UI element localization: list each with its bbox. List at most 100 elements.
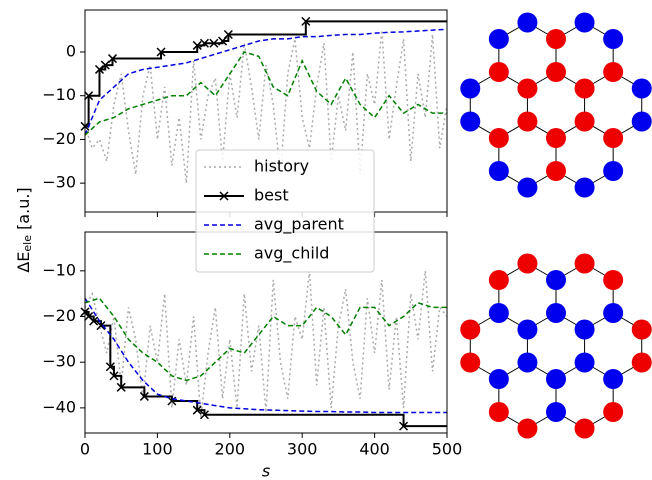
- lattice-site: [603, 62, 624, 82]
- legend-box: [195, 149, 375, 273]
- y-label-sub: ele: [21, 235, 34, 252]
- lattice-site: [631, 319, 652, 340]
- lattice-site: [631, 78, 652, 99]
- y-axis-label: ΔEele [a.u.]: [14, 187, 35, 272]
- point-marker: [192, 405, 202, 415]
- lattice-site: [546, 402, 566, 422]
- y-label-unit: [a.u.]: [14, 187, 33, 235]
- lattice-site: [631, 111, 652, 132]
- lattice-site: [517, 418, 538, 439]
- point-marker: [156, 47, 166, 57]
- lattice-site: [603, 303, 624, 323]
- x-tick-label: 0: [80, 440, 90, 459]
- lattice-site: [574, 319, 595, 340]
- x-tick-label: 400: [359, 440, 390, 459]
- point-marker: [139, 391, 149, 401]
- lattice-site: [574, 352, 595, 373]
- lattice-site: [574, 12, 595, 33]
- x-tick-label: 100: [142, 440, 173, 459]
- point-marker: [107, 54, 118, 64]
- lattice-site: [546, 270, 566, 290]
- y-tick-label: −20: [42, 129, 76, 148]
- lattice-site: [488, 402, 509, 422]
- y-tick-label: −30: [42, 173, 76, 192]
- lattice-site: [603, 161, 624, 181]
- legend-marker: [219, 191, 229, 201]
- lattice-site: [460, 352, 481, 373]
- x-tick-label: 500: [432, 440, 463, 459]
- series-line: [85, 297, 447, 414]
- lattice-site: [488, 29, 509, 49]
- series-line: [85, 28, 447, 136]
- lattice-site: [546, 161, 566, 181]
- lattice-site: [517, 12, 538, 33]
- lattice-site: [574, 78, 595, 99]
- lattice-site: [517, 319, 538, 340]
- point-marker: [301, 16, 311, 26]
- x-tick-label: 200: [215, 440, 246, 459]
- y-tick-label: −40: [42, 397, 76, 416]
- lattice-site: [488, 161, 509, 181]
- lattice-site: [546, 128, 566, 148]
- lattice-site: [603, 369, 624, 389]
- legend-label: avg_parent: [254, 215, 344, 235]
- point-marker: [100, 60, 110, 70]
- lattice-site: [603, 29, 624, 49]
- lattice-site: [488, 62, 509, 82]
- lattice-site: [460, 78, 481, 99]
- lattice-site: [488, 369, 509, 389]
- series-line: [85, 30, 447, 184]
- series-line: [85, 297, 447, 382]
- lattice-site: [546, 303, 566, 323]
- point-marker: [109, 371, 119, 381]
- lattice-site: [603, 402, 624, 422]
- y-tick-label: −30: [42, 352, 76, 371]
- lattice-site: [546, 369, 566, 389]
- y-tick-label: −10: [42, 85, 76, 104]
- point-marker: [94, 64, 105, 74]
- y-tick-label: 0: [66, 41, 76, 60]
- lattice-site: [603, 128, 624, 148]
- x-tick-label: 300: [287, 440, 318, 459]
- legend-label: history: [254, 157, 309, 176]
- point-marker: [192, 40, 202, 50]
- series-line: [85, 270, 447, 418]
- point-marker: [167, 396, 177, 406]
- point-marker: [223, 29, 233, 40]
- point-marker: [89, 316, 99, 326]
- lattice-site: [574, 253, 595, 274]
- lattice-site: [460, 111, 481, 132]
- series-line: [85, 51, 447, 136]
- lattice-site: [603, 270, 624, 290]
- lattice-site: [488, 128, 509, 148]
- series-line: [85, 20, 447, 128]
- point-marker: [209, 38, 219, 48]
- point-marker: [199, 38, 209, 48]
- lattice-site: [546, 62, 566, 82]
- y-label-main: ΔE: [14, 252, 33, 273]
- x-axis-label: s: [262, 462, 270, 480]
- point-marker: [116, 382, 126, 392]
- legend-label: avg_child: [254, 244, 329, 264]
- point-marker: [399, 421, 409, 431]
- lattice-site: [517, 253, 538, 274]
- point-marker: [105, 362, 115, 372]
- lattice-site: [488, 303, 509, 323]
- lattice-site: [517, 352, 538, 373]
- lattice-site: [574, 177, 595, 198]
- lattice-site: [488, 270, 509, 290]
- point-marker: [84, 91, 94, 101]
- lattice-site: [517, 177, 538, 198]
- lattice-site: [631, 352, 652, 373]
- lattice-site: [517, 78, 538, 99]
- lattice-site: [574, 418, 595, 439]
- point-marker: [199, 410, 209, 420]
- lattice-site: [574, 111, 595, 132]
- legend-label: best: [254, 186, 289, 205]
- point-marker: [96, 321, 106, 331]
- lattice-site: [517, 111, 538, 132]
- lattice-site: [460, 319, 481, 340]
- lattice-site: [546, 29, 566, 49]
